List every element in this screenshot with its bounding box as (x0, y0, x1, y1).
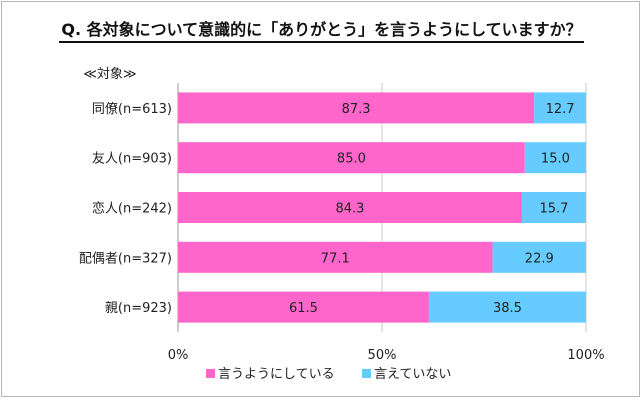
legend-swatch-0 (206, 369, 215, 378)
legend: 言うようにしている 言えていない (206, 367, 451, 382)
tick-labels: 0% 50% 100% (168, 348, 605, 363)
data-label-yes-0: 87.3 (342, 102, 371, 117)
tick-label-0: 0% (168, 348, 189, 363)
bars-group: 87.3 12.7 85.0 15.0 84.3 15.7 77.1 22.9 61.5 38.5 (178, 92, 586, 323)
tick-label-2: 100% (567, 348, 604, 363)
legend-label-1: 言えていない (374, 367, 451, 382)
bar-no-3 (492, 241, 586, 273)
data-label-yes-2: 84.3 (335, 202, 364, 217)
data-label-no-0: 12.7 (546, 102, 575, 117)
category-label-0: 同僚(n=613) (92, 102, 172, 117)
bar-yes-3 (178, 241, 493, 273)
chart-title: Q. 各対象について意識的に「ありがとう」を言うようにしていますか？ (0, 16, 643, 43)
data-label-yes-4: 61.5 (289, 301, 318, 316)
bar-yes-0 (178, 92, 535, 124)
data-label-no-2: 15.7 (539, 202, 568, 217)
data-label-no-4: 38.5 (493, 301, 522, 316)
category-labels: 同僚(n=613) 友人(n=903) 恋人(n=242) 配偶者(n=327) 親(n… (79, 102, 172, 316)
chart-title-text: Q. 各対象について意識的に「ありがとう」を言うようにしていますか？ (59, 16, 584, 43)
tick-label-1: 50% (368, 348, 397, 363)
data-label-yes-3: 77.1 (321, 251, 350, 266)
bar-yes-4 (178, 291, 429, 323)
category-label-1: 友人(n=903) (92, 151, 172, 167)
bar-no-4 (428, 291, 586, 323)
data-label-no-1: 15.0 (541, 152, 570, 167)
bar-yes-1 (178, 142, 525, 174)
data-label-yes-1: 85.0 (337, 152, 366, 167)
data-label-no-3: 22.9 (525, 251, 554, 266)
axis-caption: ≪対象≫ (83, 67, 136, 82)
category-label-2: 恋人(n=242) (92, 201, 172, 217)
legend-swatch-1 (362, 369, 371, 378)
bar-no-0 (534, 92, 586, 124)
bar-yes-2 (178, 192, 522, 223)
bar-no-1 (524, 142, 586, 174)
legend-label-0: 言うようにしている (218, 367, 335, 382)
category-label-3: 配偶者(n=327) (79, 251, 172, 266)
bar-no-2 (521, 192, 586, 223)
category-label-4: 親(n=923) (105, 301, 172, 316)
